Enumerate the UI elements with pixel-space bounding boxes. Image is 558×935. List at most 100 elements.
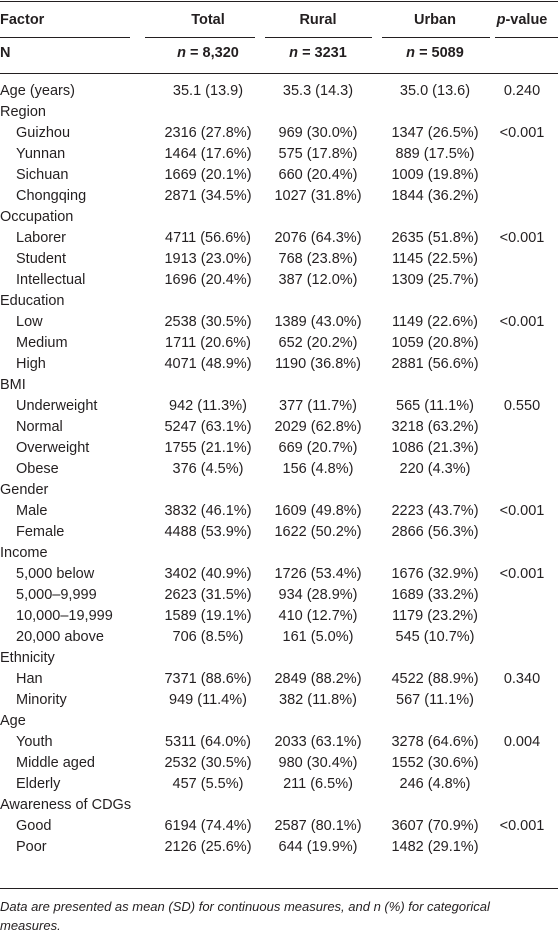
cell: 3402 (40.9%)	[164, 566, 252, 582]
rule	[0, 37, 130, 38]
row-label: Elderly	[16, 776, 61, 792]
cell: 3218 (63.2%)	[391, 419, 479, 435]
cell: 545 (10.7%)	[395, 629, 475, 645]
cell: <0.001	[499, 230, 545, 246]
cell: 567 (11.1%)	[396, 692, 474, 708]
cell: 2033 (63.1%)	[274, 734, 362, 750]
cell: 1482 (29.1%)	[391, 839, 479, 855]
rule	[265, 37, 372, 38]
cell: <0.001	[499, 503, 545, 519]
row-label: Student	[16, 251, 66, 267]
n-value: = 3231	[302, 45, 347, 61]
row-label: Overweight	[16, 440, 90, 456]
cell: 1669 (20.1%)	[164, 167, 252, 183]
cell: 2587 (80.1%)	[274, 818, 362, 834]
cell: 660 (20.4%)	[278, 167, 358, 183]
rule	[495, 37, 558, 38]
cell: 1676 (32.9%)	[391, 566, 479, 582]
row-label: Minority	[16, 692, 67, 708]
cell: 1309 (25.7%)	[391, 272, 479, 288]
header-cell: Urban	[414, 12, 456, 28]
row-label: Low	[16, 314, 43, 330]
cell: 1711 (20.6%)	[165, 335, 251, 351]
cell: 889 (17.5%)	[395, 146, 475, 162]
n-value: = 8,320	[190, 45, 239, 61]
cell: 2316 (27.8%)	[164, 125, 252, 141]
cell: 1347 (26.5%)	[391, 125, 479, 141]
cell: 3832 (46.1%)	[164, 503, 252, 519]
cell: 1913 (23.0%)	[164, 251, 252, 267]
cell: 1464 (17.6%)	[164, 146, 252, 162]
row-label: Education	[0, 293, 65, 309]
n-label: N	[0, 45, 11, 61]
header-cell: p-value	[457, 11, 558, 29]
rule	[0, 73, 558, 74]
cell: 3607 (70.9%)	[391, 818, 479, 834]
cell: 35.3 (14.3)	[282, 83, 354, 99]
cell: 161 (5.0%)	[282, 629, 354, 645]
cell: 980 (30.4%)	[278, 755, 358, 771]
cell: 246 (4.8%)	[399, 776, 471, 792]
cell: 2881 (56.6%)	[391, 356, 479, 372]
cell: 3278 (64.6%)	[391, 734, 479, 750]
cell: 2849 (88.2%)	[274, 671, 362, 687]
cell: 1755 (21.1%)	[164, 440, 252, 456]
cell: 35.1 (13.9)	[172, 83, 244, 99]
row-label: Laborer	[16, 230, 66, 246]
row-label: Obese	[16, 461, 59, 477]
rule	[0, 1, 558, 2]
cell: 949 (11.4%)	[169, 692, 247, 708]
cell: 0.550	[503, 398, 541, 414]
cell: <0.001	[499, 314, 545, 330]
n-cell: n = 8,320	[143, 44, 273, 62]
cell: 2029 (62.8%)	[274, 419, 362, 435]
cell: 1389 (43.0%)	[274, 314, 362, 330]
cell: 644 (19.9%)	[278, 839, 358, 855]
cell: 934 (28.9%)	[278, 587, 358, 603]
n-var: n	[406, 45, 416, 61]
header-cell: Total	[191, 12, 225, 28]
cell: 1696 (20.4%)	[164, 272, 252, 288]
row-label: Chongqing	[16, 188, 87, 204]
cell: 575 (17.8%)	[278, 146, 358, 162]
cell: 376 (4.5%)	[172, 461, 244, 477]
row-label: Occupation	[0, 209, 74, 225]
cell: 1589 (19.1%)	[164, 608, 252, 624]
cell: <0.001	[499, 125, 545, 141]
n-cell: n = 5089	[370, 44, 500, 62]
cell: 457 (5.5%)	[172, 776, 244, 792]
cell: 0.004	[503, 734, 541, 750]
header-cell: Rural	[299, 12, 337, 28]
cell: 669 (20.7%)	[278, 440, 358, 456]
cell: <0.001	[499, 818, 545, 834]
row-label: Normal	[16, 419, 63, 435]
rule	[0, 888, 558, 889]
row-label: Region	[0, 104, 46, 120]
cell: 2532 (30.5%)	[164, 755, 252, 771]
cell: 377 (11.7%)	[279, 398, 357, 414]
cell: 4071 (48.9%)	[164, 356, 252, 372]
header-text: -value	[505, 12, 548, 28]
row-label: Gender	[0, 482, 49, 498]
row-label: 5,000 below	[16, 566, 95, 582]
header-italic: p	[496, 12, 506, 28]
cell: 565 (11.1%)	[396, 398, 474, 414]
cell: 4488 (53.9%)	[164, 524, 252, 540]
row-label: Middle aged	[16, 755, 95, 771]
cell: 1689 (33.2%)	[391, 587, 479, 603]
row-label: 10,000–19,999	[16, 608, 113, 624]
cell: 410 (12.7%)	[278, 608, 358, 624]
cell: 1622 (50.2%)	[274, 524, 362, 540]
cell: 156 (4.8%)	[282, 461, 354, 477]
cell: 768 (23.8%)	[278, 251, 358, 267]
cell: 2866 (56.3%)	[391, 524, 479, 540]
cell: 4522 (88.9%)	[391, 671, 479, 687]
cell: 4711 (56.6%)	[165, 230, 251, 246]
cell: 382 (11.8%)	[279, 692, 357, 708]
row-label: Yunnan	[16, 146, 66, 162]
cell: 220 (4.3%)	[399, 461, 471, 477]
cell: 0.340	[503, 671, 541, 687]
cell: 1086 (21.3%)	[391, 440, 479, 456]
cell: 0.240	[503, 83, 541, 99]
n-var: n	[289, 45, 299, 61]
